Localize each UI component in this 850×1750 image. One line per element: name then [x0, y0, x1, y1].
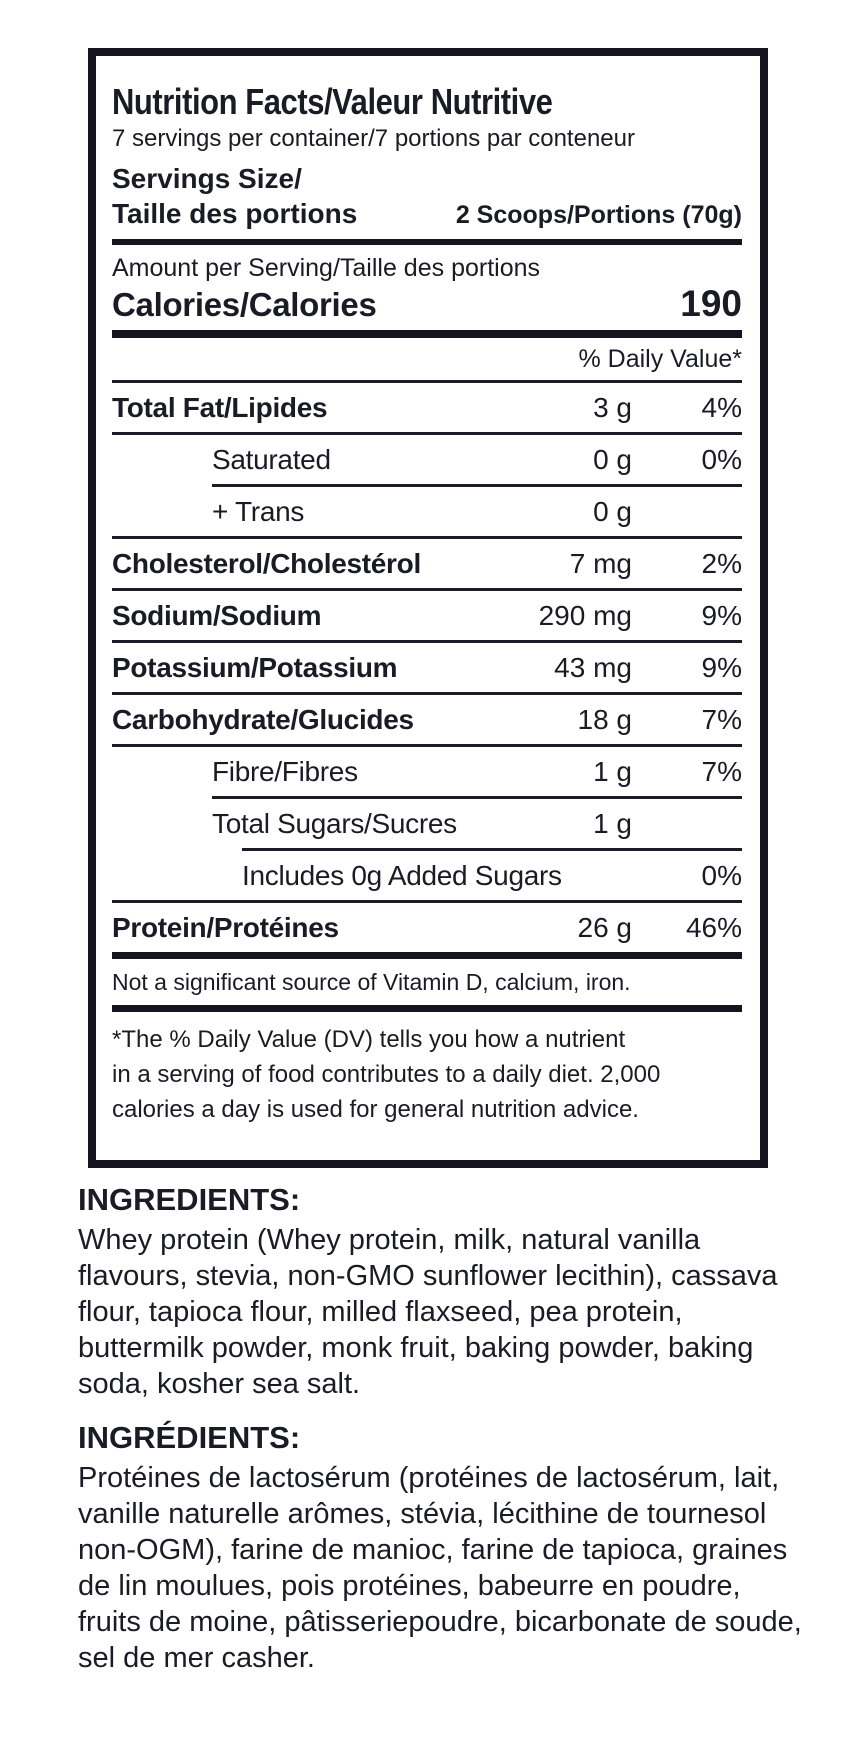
serving-size-label-en: Servings Size/ — [112, 163, 302, 194]
nutrient-amount: 1 g — [593, 756, 632, 787]
nutrient-dv: 7% — [701, 704, 742, 735]
serving-size-label-fr: Taille des portions — [112, 198, 358, 229]
serving-size-row: Taille des portions 2 Scoops/Portions (7… — [112, 198, 742, 231]
row-trans: + Trans 0 g — [112, 487, 742, 536]
nutrient-name: Total Fat/Lipides — [112, 392, 328, 423]
row-potassium: Potassium/Potassium 43 mg 9% — [112, 643, 742, 692]
divider — [112, 380, 742, 383]
ingredients-heading-fr: INGRÉDIENTS: — [78, 1420, 301, 1455]
row-saturated: Saturated 0 g 0% — [112, 435, 742, 484]
calories-row: Calories/Calories 190 — [112, 285, 742, 324]
nutrient-amount: 18 g — [577, 704, 633, 735]
footnote-line: in a serving of food contributes to a da… — [112, 1061, 661, 1088]
row-total-sugars: Total Sugars/Sucres 1 g — [112, 799, 742, 848]
ingredients-section: INGREDIENTS: Whey protein (Whey protein,… — [78, 1182, 803, 1676]
panel-title: Nutrition Facts/Valeur Nutritive — [112, 81, 553, 122]
nutrient-dv: 4% — [701, 392, 742, 423]
nutrient-amount: 7 mg — [569, 548, 632, 579]
calories-label: Calories/Calories — [112, 286, 377, 323]
nutrient-amount: 1 g — [593, 808, 632, 839]
nutrient-name: Fibre/Fibres — [212, 756, 358, 787]
ingredients-text-fr: Protéines de lactosérum (protéines de la… — [78, 1462, 802, 1674]
row-total-fat: Total Fat/Lipides 3 g 4% — [112, 383, 742, 432]
calories-value: 190 — [680, 283, 742, 324]
nutrient-name: Cholesterol/Cholestérol — [112, 548, 421, 579]
nutrient-amount: 3 g — [593, 392, 632, 423]
row-added-sugars: Includes 0g Added Sugars 0% — [112, 851, 742, 900]
divider — [112, 536, 742, 539]
serving-size-value: 2 Scoops/Portions (70g) — [455, 201, 742, 229]
nutrient-dv: 0% — [701, 444, 742, 475]
thick-divider — [112, 330, 742, 338]
nutrient-name: Includes 0g Added Sugars — [242, 860, 562, 891]
row-cholesterol: Cholesterol/Cholestérol 7 mg 2% — [112, 539, 742, 588]
divider — [212, 484, 742, 487]
row-sodium: Sodium/Sodium 290 mg 9% — [112, 591, 742, 640]
divider — [242, 848, 742, 851]
nutrient-name: Protein/Protéines — [112, 912, 339, 943]
divider — [112, 900, 742, 903]
nutrient-dv: 9% — [701, 600, 742, 631]
nutrient-amount: 43 mg — [554, 652, 632, 683]
nutrient-dv: 9% — [701, 652, 742, 683]
nutrient-name: Saturated — [212, 444, 331, 475]
nutrient-name: Potassium/Potassium — [112, 652, 398, 683]
nutrient-amount: 290 mg — [538, 600, 632, 631]
nutrient-dv: 2% — [701, 548, 742, 579]
divider — [112, 744, 742, 747]
nutrient-amount: 0 g — [593, 496, 632, 527]
ingredients-text-en: Whey protein (Whey protein, milk, natura… — [78, 1224, 778, 1400]
nutrient-name: + Trans — [212, 496, 305, 527]
row-fibre: Fibre/Fibres 1 g 7% — [112, 747, 742, 796]
divider — [112, 588, 742, 591]
nutrient-name: Sodium/Sodium — [112, 600, 322, 631]
daily-value-footnote: *The % Daily Value (DV) tells you how a … — [112, 1022, 742, 1127]
daily-value-header: % Daily Value* — [578, 345, 742, 373]
divider — [112, 432, 742, 435]
row-protein: Protein/Protéines 26 g 46% — [112, 903, 742, 952]
nutrient-name: Carbohydrate/Glucides — [112, 704, 414, 735]
nutrition-facts-panel: Nutrition Facts/Valeur Nutritive 7 servi… — [88, 48, 768, 1168]
thick-divider — [112, 1005, 742, 1012]
divider — [112, 640, 742, 643]
nutrient-amount: 26 g — [577, 912, 633, 943]
nutrient-dv: 46% — [685, 912, 742, 943]
footnote-line: *The % Daily Value (DV) tells you how a … — [112, 1026, 626, 1053]
thick-divider — [112, 952, 742, 959]
not-significant-note: Not a significant source of Vitamin D, c… — [112, 969, 631, 995]
footnote-line: calories a day is used for general nutri… — [112, 1096, 639, 1123]
ingredients-heading-en: INGREDIENTS: — [78, 1182, 301, 1217]
nutrient-dv: 7% — [701, 756, 742, 787]
servings-per-container: 7 servings per container/7 portions par … — [112, 125, 635, 152]
nutrient-dv: 0% — [701, 860, 742, 891]
nutrient-amount: 0 g — [593, 444, 632, 475]
row-carbohydrate: Carbohydrate/Glucides 18 g 7% — [112, 695, 742, 744]
thick-divider — [112, 239, 742, 245]
divider — [112, 692, 742, 695]
amount-per-serving: Amount per Serving/Taille des portions — [112, 254, 541, 282]
divider — [212, 796, 742, 799]
nutrient-name: Total Sugars/Sucres — [212, 808, 457, 839]
